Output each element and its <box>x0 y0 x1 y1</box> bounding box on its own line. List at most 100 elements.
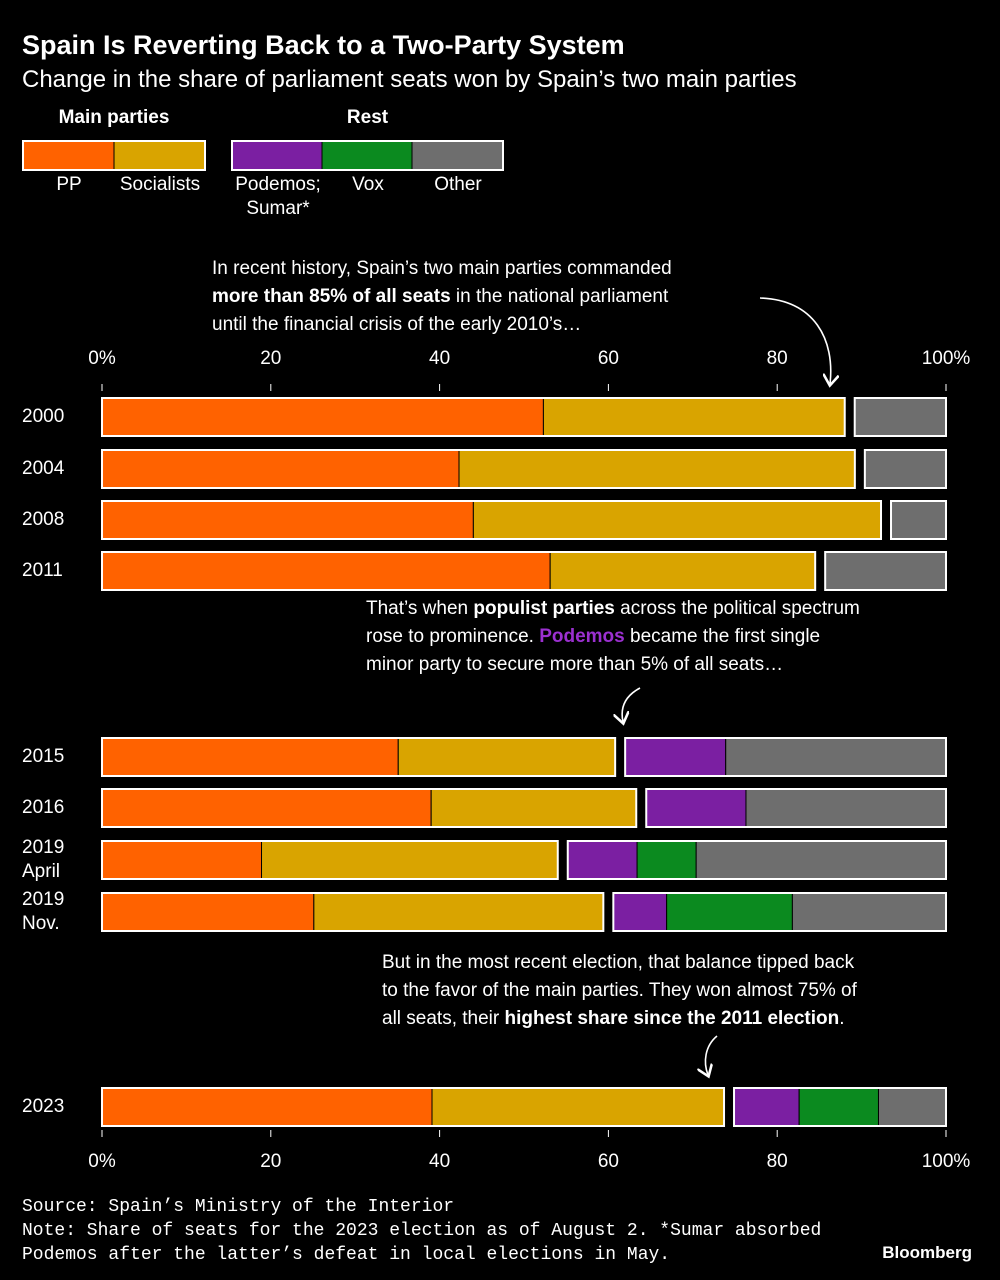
x-tick-label: 0% <box>88 348 116 369</box>
y-tick-label: 2023 <box>22 1096 65 1117</box>
y-tick-label: 2019 April <box>22 837 65 882</box>
x-tick-label: 0% <box>88 1151 116 1172</box>
annotation-line: until the financial crisis of the early … <box>212 311 672 339</box>
bar-segment <box>695 840 947 880</box>
bar-segment <box>877 1087 947 1127</box>
y-tick-label: 2000 <box>22 406 65 427</box>
bar-outline <box>863 449 948 489</box>
legend-group-label: Main parties <box>58 107 170 128</box>
annotation-text: more than 85% of all seats <box>212 286 451 307</box>
bar-outline <box>624 737 947 777</box>
legend-label: Socialists <box>119 174 201 195</box>
bar-segment <box>101 737 399 777</box>
bar-outline <box>101 551 817 591</box>
annotation-text: rose to prominence. <box>366 626 540 647</box>
bar-segment <box>725 737 947 777</box>
annotation-line: rose to prominence. Podemos became the f… <box>366 623 860 651</box>
bar-segment <box>745 788 947 828</box>
bar-outline <box>101 840 559 880</box>
arrow <box>759 297 831 384</box>
bar-segment <box>101 788 432 828</box>
legend-label: Podemos; Sumar* <box>235 174 321 219</box>
bar-segment <box>101 1087 433 1127</box>
bar-outline <box>101 892 605 932</box>
x-tick-label: 100% <box>921 1151 971 1172</box>
x-tick-label: 20 <box>260 348 282 369</box>
bar-segment <box>101 840 263 880</box>
bar-segment <box>458 449 856 489</box>
annotation-line: to the favor of the main parties. They w… <box>382 977 857 1005</box>
arrow <box>705 1035 718 1075</box>
annotation-text: . <box>839 1008 845 1029</box>
annotation-text: in the national parliament <box>450 286 669 307</box>
bar-segment <box>624 737 727 777</box>
bar-segment <box>431 1087 725 1127</box>
annotation-text: all seats, their <box>382 1008 505 1029</box>
bar-segment <box>636 840 697 880</box>
bar-outline <box>824 551 947 591</box>
annotation-text: populist parties <box>473 598 615 619</box>
bar-outline <box>101 1087 726 1127</box>
annotation-text: But in the most recent election, that ba… <box>382 952 855 973</box>
bar-outline <box>101 397 846 437</box>
bar-segment <box>542 397 846 437</box>
bar-segment <box>261 840 559 880</box>
chart-title: Spain Is Reverting Back to a Two-Party S… <box>22 30 625 60</box>
y-tick-label: 2019 Nov. <box>22 889 65 934</box>
bar-segment <box>101 892 315 932</box>
annotation-text: In recent history, Spain’s two main part… <box>212 258 672 279</box>
legend-outline <box>22 140 206 171</box>
bar-segment <box>313 892 604 932</box>
bar-outline <box>890 500 948 540</box>
bar-segment <box>864 449 947 489</box>
annotation-line: In recent history, Spain’s two main part… <box>212 255 672 283</box>
annotation: But in the most recent election, that ba… <box>382 949 857 1033</box>
bar-segment <box>101 551 551 591</box>
chart-subtitle: Change in the share of parliament seats … <box>22 66 797 93</box>
x-tick-label: 60 <box>597 348 619 369</box>
bar-outline <box>101 449 856 489</box>
legend-label: Vox <box>352 174 384 195</box>
annotation-text: to the favor of the main parties. They w… <box>382 980 857 1001</box>
bar-segment <box>567 840 638 880</box>
bar-outline <box>101 500 883 540</box>
bar-segment <box>824 551 947 591</box>
x-tick-label: 100% <box>921 348 971 369</box>
bar-segment <box>101 397 544 437</box>
bar-segment <box>101 500 474 540</box>
bar-segment <box>645 788 747 828</box>
annotation-line: all seats, their highest share since the… <box>382 1005 857 1033</box>
legend-swatch <box>22 140 115 171</box>
bar-outline <box>853 397 947 437</box>
legend-swatch <box>113 140 206 171</box>
annotation-text: minor party to secure more than 5% of al… <box>366 654 784 675</box>
bar-segment <box>430 788 637 828</box>
x-tick-label: 20 <box>260 1151 282 1172</box>
note: Note: Share of seats for the 2023 electi… <box>22 1221 822 1265</box>
bar-segment <box>101 449 460 489</box>
bar-segment <box>854 397 947 437</box>
brand: Bloomberg <box>882 1243 972 1262</box>
legend-group-label: Rest <box>346 107 389 128</box>
annotation-line: minor party to secure more than 5% of al… <box>366 651 860 679</box>
annotation-line: more than 85% of all seats in the nation… <box>212 283 672 311</box>
legend-swatch <box>321 140 414 171</box>
bar-segment <box>612 892 668 932</box>
annotation: In recent history, Spain’s two main part… <box>212 255 672 339</box>
bar-segment <box>733 1087 800 1127</box>
x-tick-label: 60 <box>597 1151 619 1172</box>
bar-segment <box>798 1087 879 1127</box>
legend-label: Other <box>434 174 482 195</box>
source: Source: Spain’s Ministry of the Interior <box>22 1197 455 1217</box>
bar-segment <box>666 892 793 932</box>
annotation-text: highest share since the 2011 election <box>504 1008 840 1029</box>
bar-outline <box>645 788 947 828</box>
y-tick-label: 2004 <box>22 458 65 479</box>
bar-outline <box>733 1087 948 1127</box>
y-tick-label: 2011 <box>22 560 63 581</box>
annotation-text: That’s when <box>366 598 474 619</box>
x-tick-label: 40 <box>429 348 451 369</box>
y-tick-label: 2016 <box>22 797 65 818</box>
